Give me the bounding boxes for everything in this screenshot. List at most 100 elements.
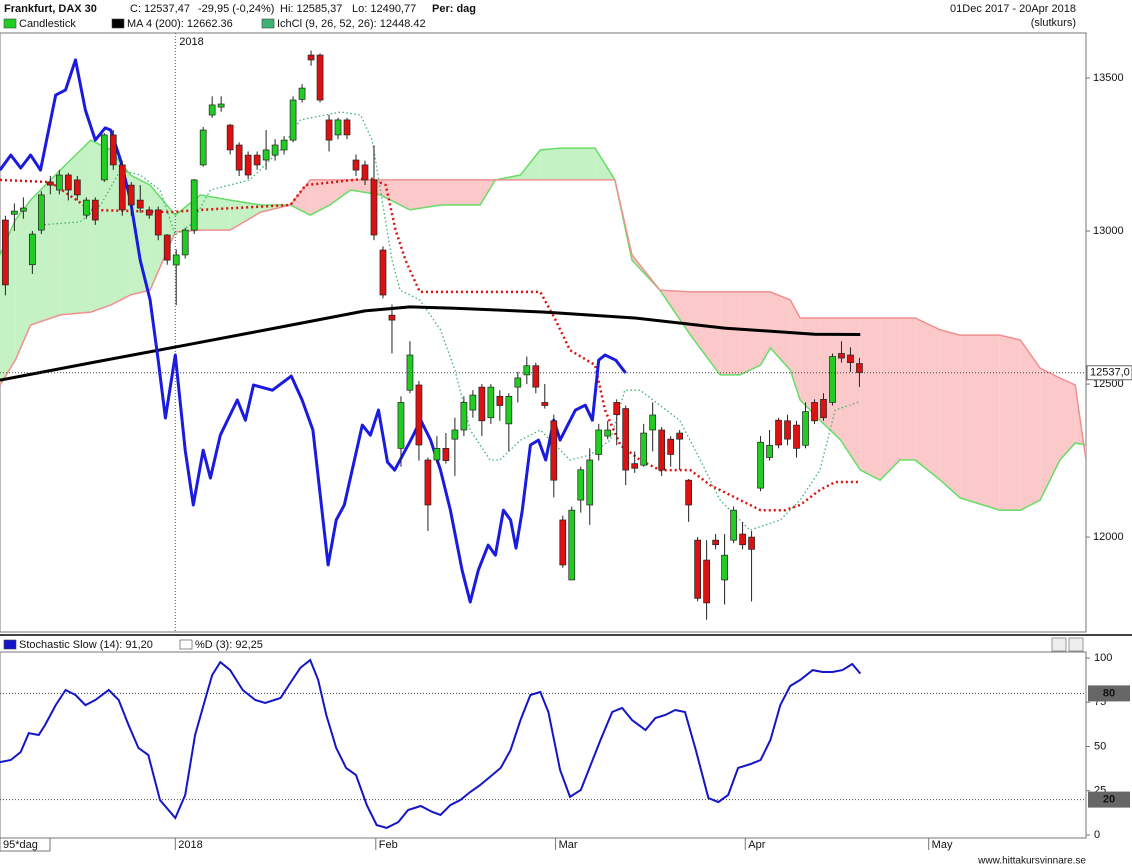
cloud-fill: [690, 291, 721, 375]
candle-body: [406, 354, 414, 391]
y-tick-label: 0: [1094, 829, 1100, 841]
cloud-fill: [960, 335, 1000, 511]
cloud-fill: [15, 200, 31, 361]
candle-body: [721, 554, 728, 581]
candle-body: [757, 441, 764, 489]
candle-body: [100, 134, 108, 181]
cloud-fill: [1040, 368, 1060, 501]
cloud-fill: [290, 179, 311, 216]
candle-body: [91, 199, 99, 221]
candle-body: [622, 408, 630, 471]
candle-body: [856, 363, 863, 373]
candle-body: [370, 179, 378, 236]
candle-body: [388, 314, 396, 321]
cloud-fill: [720, 291, 740, 375]
level-box: [1088, 685, 1130, 702]
price-type: (slutkurs): [1031, 17, 1076, 29]
candle-body: [20, 207, 27, 212]
candle-body: [190, 179, 198, 231]
candle-body: [145, 209, 153, 216]
cloud-fill: [1020, 339, 1041, 511]
cloud-fill: [310, 179, 330, 216]
candle-body: [847, 354, 854, 363]
candle-body: [55, 174, 63, 191]
cloud-fill: [380, 179, 410, 210]
candle-body: [352, 159, 360, 171]
candle-body: [38, 194, 45, 231]
candle-body: [820, 399, 827, 419]
y-tick-label: 12500: [1093, 378, 1124, 390]
candle-body: [82, 199, 90, 216]
cloud-fill: [860, 317, 881, 481]
candle-body: [478, 386, 486, 422]
cloud-fill: [520, 149, 541, 180]
footer: www.hittakursvinnare.se: [977, 856, 1086, 867]
y-tick-label: 12000: [1093, 531, 1124, 543]
y-tick-label: 50: [1094, 740, 1106, 752]
y-tick-label: 13500: [1093, 72, 1124, 84]
candle-body: [730, 509, 737, 541]
candle-body: [343, 119, 351, 136]
candle-body: [127, 184, 135, 206]
candle-body: [442, 448, 450, 461]
settings-button[interactable]: [1051, 637, 1067, 652]
candle-body: [658, 429, 666, 471]
candle-body: [577, 469, 585, 501]
cloud-fill: [200, 194, 231, 231]
date-range: 01Dec 2017 - 20Apr 2018: [950, 3, 1076, 15]
cloud-fill: [800, 317, 820, 421]
close-button[interactable]: [1068, 637, 1084, 652]
title: Frankfurt, DAX 30: [4, 3, 97, 15]
cloud-fill: [1059, 377, 1076, 460]
candle-body: [631, 463, 639, 469]
candle-body: [793, 424, 800, 449]
cloud-fill: [790, 299, 801, 400]
low-price: Lo: 12490,77: [352, 3, 416, 15]
candle-body: [316, 54, 324, 101]
candle-body: [496, 395, 504, 406]
cloud-fill: [90, 140, 111, 313]
candle-body: [487, 386, 495, 419]
candle-body: [829, 356, 836, 403]
last-price-label: 12537,0: [1090, 367, 1130, 379]
candle-body: [748, 536, 755, 550]
cloud-fill: [880, 317, 900, 481]
candle-body: [775, 419, 782, 446]
candle-body: [685, 479, 692, 506]
candle-body: [838, 353, 845, 359]
candle-body: [11, 210, 18, 215]
candle-body: [379, 249, 387, 296]
period: Per: dag: [432, 3, 476, 15]
candle-body: [262, 149, 270, 161]
candle-body: [199, 129, 207, 166]
x-tick-label: Mar: [559, 839, 578, 851]
change: -29,95 (-0,24%): [198, 3, 274, 15]
high-price: Hi: 12585,37: [280, 3, 342, 15]
plot-frame: [0, 32, 1087, 633]
candle-body: [280, 139, 288, 151]
plot-frame: [0, 651, 1087, 839]
last-price-box: [1086, 365, 1132, 381]
cloud-fill: [440, 179, 481, 206]
candle-body: [505, 395, 513, 425]
candle-body: [226, 124, 234, 151]
candle-body: [694, 539, 701, 599]
candle-body: [118, 164, 126, 211]
legend-label: IchCl (9, 26, 52, 26): 12448.42: [277, 18, 426, 30]
candle-body: [424, 459, 432, 506]
legend-label: %D (3): 92,25: [195, 639, 263, 651]
stochastic-line: [0, 658, 862, 829]
legend-label: MA 4 (200): 12662.36: [127, 18, 233, 30]
cloud-fill: [540, 148, 561, 180]
candle-body: [514, 377, 522, 388]
legend-label: Candlestick: [19, 18, 76, 30]
candle-body: [208, 104, 216, 116]
cloud-fill: [739, 291, 761, 375]
cloud-fill: [999, 335, 1021, 511]
candle-body: [415, 384, 423, 446]
span-a-line: [0, 139, 1086, 511]
candle-body: [109, 134, 117, 166]
cloud-fill: [409, 179, 441, 210]
legend-label: Stochastic Slow (14): 91,20: [19, 639, 153, 651]
x-tick-label: 2018: [178, 839, 202, 851]
